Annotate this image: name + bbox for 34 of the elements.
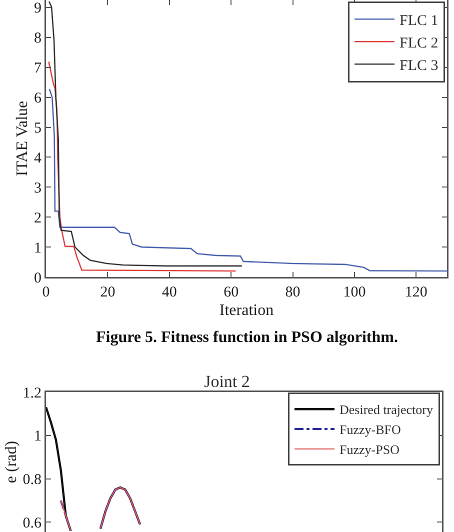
- line-series: [48, 0, 243, 267]
- y-tick-label: 1: [34, 240, 42, 256]
- caption: Figure 5. Fitness function in PSO algorithm.: [96, 329, 398, 346]
- x-tick-label: 20: [100, 284, 116, 300]
- legend-label: Fuzzy-BFO: [340, 422, 401, 438]
- line-series: [48, 88, 447, 272]
- x-tick-label: 80: [285, 284, 300, 300]
- y-tick-label: 0.8: [22, 472, 42, 488]
- line-series: [48, 61, 236, 272]
- y-tick-label: 1: [34, 428, 42, 445]
- y-tick-label: 1.2: [22, 385, 42, 402]
- x-axis-title: Iteration: [219, 302, 274, 319]
- x-tick-label: 100: [343, 284, 366, 300]
- y-axis-title: ITAE Value: [14, 100, 32, 176]
- legend-label: FLC 3: [399, 58, 438, 74]
- x-tick-label: 40: [162, 284, 177, 300]
- legend-label: Desired trajectory: [340, 402, 434, 418]
- legend-label: FLC 2: [399, 35, 438, 52]
- y-tick-label: 8: [34, 30, 42, 47]
- y-tick-label: 0: [34, 270, 42, 286]
- y-tick-label: 0.6: [22, 515, 42, 532]
- y-tick-label: 7: [34, 60, 42, 77]
- y-tick-label: 5: [34, 120, 42, 137]
- y-tick-label: 4: [34, 150, 42, 166]
- x-tick-label: 60: [224, 284, 239, 300]
- y-tick-label: 2: [34, 210, 42, 226]
- x-tick-label: 120: [404, 284, 428, 300]
- y-tick-label: 6: [34, 90, 42, 107]
- y-tick-label: 3: [34, 180, 42, 196]
- chart-title: Joint 2: [204, 372, 250, 391]
- y-tick-label: 9: [34, 0, 42, 17]
- legend-label: Fuzzy-PSO: [340, 442, 400, 458]
- legend-label: FLC 1: [399, 12, 438, 29]
- y-axis-title: e (rad): [2, 440, 20, 484]
